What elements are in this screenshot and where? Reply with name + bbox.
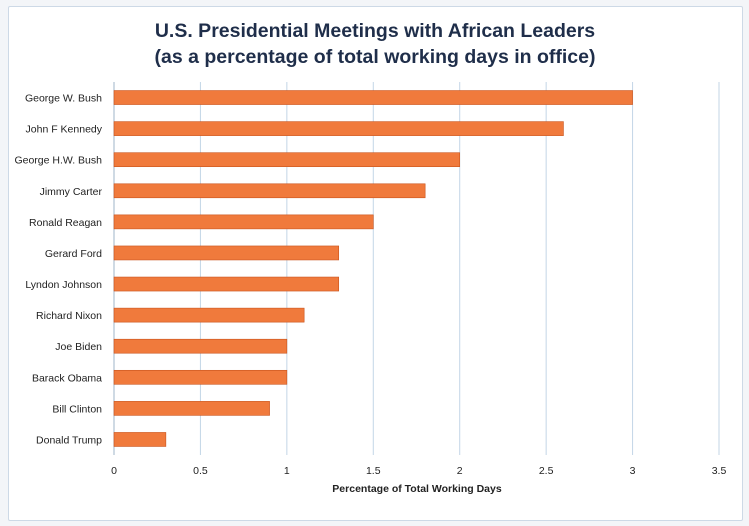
bar [113,90,633,105]
bar [113,369,288,385]
bar [113,401,270,416]
x-tick-label: 3 [630,465,636,477]
category-label: George H.W. Bush [14,155,102,167]
bar [113,307,305,323]
gridlines [113,82,720,455]
category-label: Lyndon Johnson [25,279,102,291]
x-axis-title: Percentage of Total Working Days [332,483,502,495]
bar [113,338,288,354]
chart-subtitle: (as a percentage of total working days i… [154,46,595,68]
bar [113,432,167,447]
x-tick-label: 0.5 [193,465,208,477]
category-label: Richard Nixon [36,310,102,322]
x-tick-labels: 0 0.5 1 1.5 2 2.5 3 3.5 [111,465,726,477]
bar [113,121,564,136]
category-label: John F Kennedy [26,124,103,136]
bar [113,214,374,230]
category-label: Bill Clinton [52,403,102,415]
category-label: Donald Trump [36,434,102,446]
category-label: Ronald Reagan [29,217,102,229]
category-label: Barack Obama [32,372,102,384]
bar [113,183,426,199]
x-tick-label: 1 [284,465,290,477]
x-tick-label: 1.5 [366,465,381,477]
category-labels: George W. Bush John F Kennedy George H.W. … [14,93,102,447]
category-label: George W. Bush [25,93,102,105]
bar [113,152,461,168]
x-tick-label: 2.5 [539,465,554,477]
category-label: Gerard Ford [45,248,102,260]
category-label: Jimmy Carter [40,186,103,198]
x-tick-label: 2 [457,465,463,477]
x-tick-label: 3.5 [712,465,727,477]
category-label: Joe Biden [55,341,102,353]
bars [113,90,633,447]
chart-frame: U.S. Presidential Meetings with African … [8,6,743,521]
x-tick-label: 0 [111,465,117,477]
bar [113,245,340,261]
chart-title: U.S. Presidential Meetings with African … [155,20,595,42]
bar [113,276,340,292]
bar-chart: U.S. Presidential Meetings with African … [14,20,726,495]
